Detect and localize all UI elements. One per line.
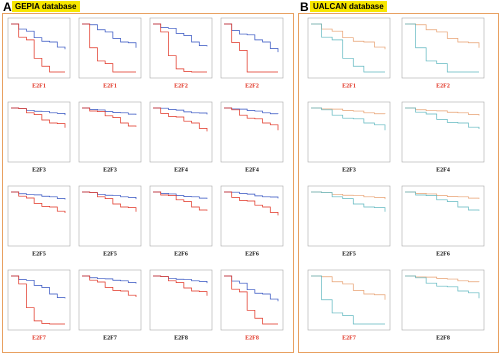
plot-frame bbox=[220, 269, 284, 331]
gene-label: E2F6 bbox=[436, 251, 450, 257]
curve bbox=[224, 275, 278, 325]
gene-label: E2F1 bbox=[342, 83, 356, 89]
curve bbox=[153, 275, 208, 296]
panel-frame bbox=[2, 13, 294, 353]
plot-frame bbox=[7, 101, 71, 163]
curve bbox=[82, 23, 136, 73]
plot-frame bbox=[78, 17, 142, 79]
curve bbox=[153, 23, 208, 47]
gene-label: E2F5 bbox=[342, 251, 356, 257]
curve bbox=[153, 191, 208, 199]
plot-frame bbox=[307, 101, 391, 163]
gene-label: E2F1 bbox=[103, 83, 117, 89]
plot-frame bbox=[220, 185, 284, 247]
gene-label: E2F4 bbox=[436, 167, 450, 173]
plot-frame bbox=[149, 17, 213, 79]
curve bbox=[224, 107, 279, 115]
curve bbox=[153, 191, 208, 211]
plot-frame bbox=[307, 269, 391, 331]
curve bbox=[224, 107, 279, 131]
curve bbox=[311, 23, 386, 50]
panel-title: UALCAN database bbox=[310, 1, 387, 12]
curve bbox=[311, 275, 386, 300]
plot-frame bbox=[149, 185, 213, 247]
curve bbox=[405, 107, 480, 116]
plot-frame bbox=[78, 185, 142, 247]
plot-frame bbox=[149, 101, 213, 163]
curve bbox=[11, 23, 66, 50]
panel-letter: B bbox=[300, 0, 309, 14]
curve bbox=[224, 191, 279, 216]
curve bbox=[224, 275, 279, 302]
curve bbox=[311, 107, 386, 115]
gene-label: E2F8 bbox=[174, 335, 188, 341]
plot-frame bbox=[307, 17, 391, 79]
curve bbox=[311, 23, 385, 73]
curve bbox=[11, 275, 65, 325]
gene-label: E2F2 bbox=[245, 83, 259, 89]
curve bbox=[82, 275, 137, 284]
plot-frame bbox=[401, 185, 485, 247]
gene-label: E2F7 bbox=[32, 335, 46, 341]
curve bbox=[82, 275, 137, 297]
curve bbox=[405, 191, 480, 211]
curve bbox=[224, 23, 279, 53]
curve bbox=[153, 107, 208, 115]
plot-frame bbox=[149, 269, 213, 331]
plot-frame bbox=[220, 17, 284, 79]
gene-label: E2F8 bbox=[436, 335, 450, 341]
curve bbox=[405, 23, 480, 48]
gene-label: E2F4 bbox=[174, 167, 188, 173]
curve bbox=[82, 107, 137, 127]
curve bbox=[405, 191, 480, 199]
gene-label: E2F8 bbox=[245, 335, 259, 341]
curve bbox=[311, 275, 385, 325]
curve bbox=[405, 275, 480, 299]
plot-frame bbox=[78, 101, 142, 163]
plot-frame bbox=[7, 269, 71, 331]
gene-label: E2F2 bbox=[436, 83, 450, 89]
plot-frame bbox=[7, 17, 71, 79]
gene-label: E2F7 bbox=[103, 335, 117, 341]
curve bbox=[153, 23, 207, 73]
plot-frame bbox=[7, 185, 71, 247]
gene-label: E2F3 bbox=[342, 167, 356, 173]
curve bbox=[153, 107, 208, 132]
gene-label: E2F2 bbox=[174, 83, 188, 89]
plot-frame bbox=[220, 101, 284, 163]
gene-label: E2F1 bbox=[32, 83, 46, 89]
plot-frame bbox=[78, 269, 142, 331]
gene-label: E2F5 bbox=[103, 251, 117, 257]
plot-frame bbox=[401, 17, 485, 79]
curve bbox=[405, 23, 479, 73]
panel-letter: A bbox=[3, 0, 12, 14]
panel-title: GEPIA database bbox=[12, 1, 80, 12]
panel-frame bbox=[298, 13, 499, 353]
curve bbox=[11, 191, 66, 213]
curve bbox=[82, 107, 137, 115]
curve bbox=[11, 191, 66, 200]
gene-label: E2F3 bbox=[103, 167, 117, 173]
gene-label: E2F3 bbox=[32, 167, 46, 173]
plot-frame bbox=[401, 269, 485, 331]
curve bbox=[224, 191, 279, 199]
gene-label: E2F6 bbox=[245, 251, 259, 257]
gene-label: E2F5 bbox=[32, 251, 46, 257]
curve bbox=[405, 107, 480, 129]
gene-label: E2F4 bbox=[245, 167, 259, 173]
curve bbox=[11, 23, 65, 73]
curve bbox=[311, 191, 386, 212]
curve bbox=[311, 107, 386, 131]
curve bbox=[82, 191, 137, 212]
curve bbox=[405, 275, 480, 283]
gene-label: E2F7 bbox=[342, 335, 356, 341]
curve bbox=[11, 107, 66, 128]
gene-label: E2F6 bbox=[174, 251, 188, 257]
curve bbox=[11, 275, 66, 299]
curve bbox=[224, 23, 278, 73]
plot-frame bbox=[307, 185, 391, 247]
curve bbox=[82, 23, 137, 48]
